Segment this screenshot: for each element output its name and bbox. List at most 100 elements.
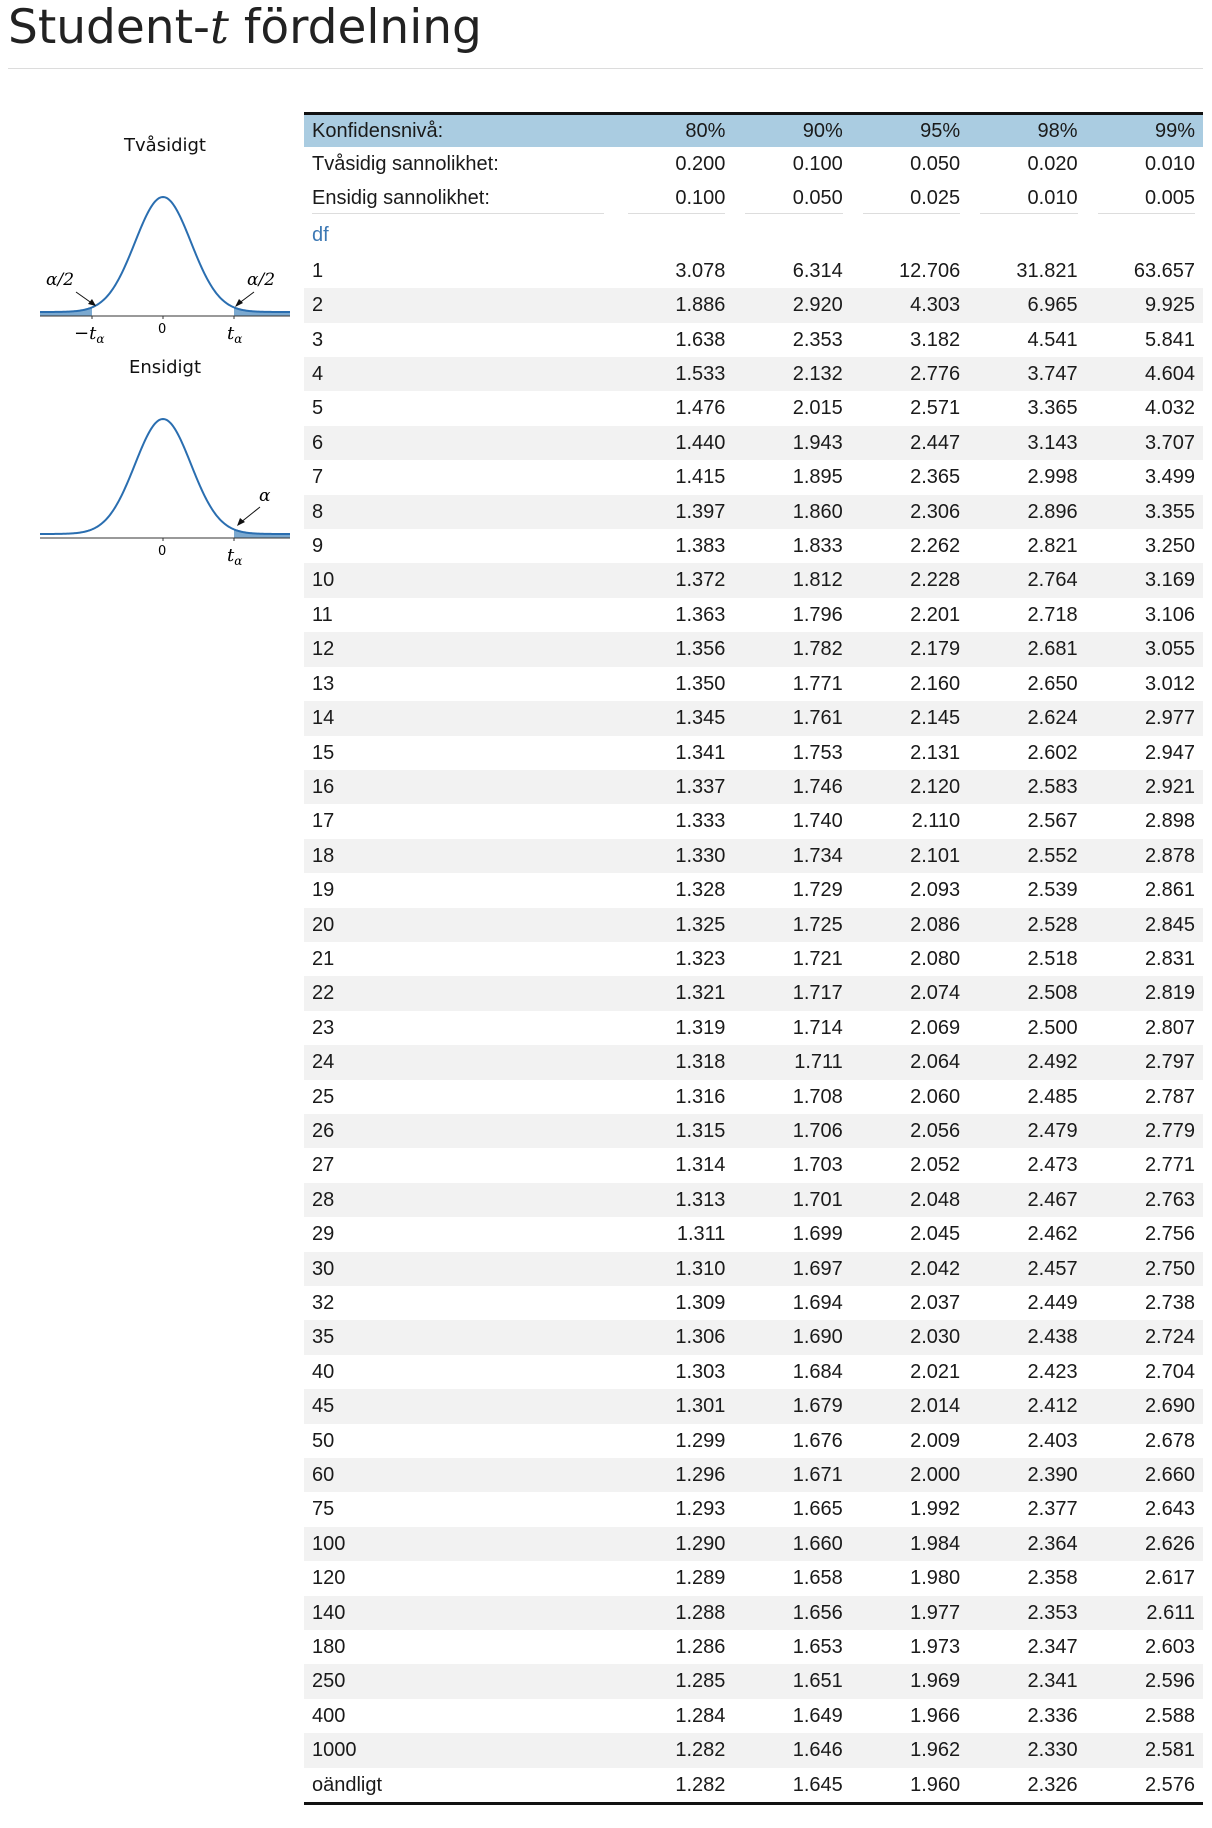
critical-value-cell: 2.045 <box>850 1217 969 1252</box>
critical-value-cell: 1.313 <box>616 1182 734 1218</box>
critical-value-cell: 2.878 <box>1085 838 1203 874</box>
critical-value-cell: 2.069 <box>850 1010 969 1046</box>
critical-value-cell: 2.576 <box>1085 1767 1203 1806</box>
critical-value-cell: 1.345 <box>616 701 734 736</box>
critical-value-cell: 1.325 <box>616 907 734 942</box>
critical-value-cell: 2.412 <box>968 1389 1086 1424</box>
critical-value-cell: 1.706 <box>733 1113 851 1149</box>
df-cell: 29 <box>304 1217 617 1252</box>
df-cell: 50 <box>304 1423 617 1459</box>
critical-value-cell: 1.729 <box>733 873 851 908</box>
value-cell: 0.200 <box>616 147 734 182</box>
critical-value-cell: 2.347 <box>968 1630 1086 1665</box>
critical-value-cell: 2.042 <box>850 1251 969 1286</box>
critical-value-cell: 1.886 <box>616 288 734 323</box>
critical-value-cell: 1.753 <box>733 735 851 770</box>
df-cell: 28 <box>304 1182 617 1218</box>
one-sided-probability-row: Ensidig sannolikhet: 0.100 0.050 0.025 0.010… <box>304 181 1203 216</box>
critical-value-cell: 1.638 <box>616 322 734 358</box>
df-cell: 250 <box>304 1664 617 1699</box>
zero-tick-label: 0 <box>158 544 166 559</box>
title-divider <box>8 68 1203 69</box>
critical-value-cell: 2.779 <box>1085 1113 1203 1149</box>
table-row: 100 1.290 1.660 1.984 2.364 2.626 <box>304 1526 1203 1562</box>
df-cell: 11 <box>304 597 617 633</box>
value-cell: 0.010 <box>968 181 1086 216</box>
critical-value-cell: 1.310 <box>616 1251 734 1286</box>
critical-value-cell: 1.318 <box>616 1045 734 1080</box>
critical-value-cell: 1.341 <box>616 735 734 770</box>
one-sided-figure: Ensidigt α 0 tα <box>34 347 296 568</box>
right-tail-area <box>234 307 290 316</box>
value-cell: 80% <box>616 112 734 147</box>
page-title: Student-t fördelning <box>8 0 482 55</box>
critical-value-cell: 1.646 <box>733 1733 851 1768</box>
critical-value-cell: 2.771 <box>1085 1148 1203 1183</box>
table-row: 27 1.314 1.703 2.052 2.473 2.771 <box>304 1148 1203 1183</box>
critical-value-cell: 2.552 <box>968 838 1086 874</box>
table-row: 6 1.440 1.943 2.447 3.143 3.707 <box>304 425 1203 461</box>
critical-value-cell: 2.750 <box>1085 1251 1203 1286</box>
critical-value-cell: 1.725 <box>733 907 851 942</box>
critical-value-cell: 2.485 <box>968 1079 1086 1114</box>
alpha-arrow-head <box>237 518 245 526</box>
critical-value-cell: 1.746 <box>733 769 851 805</box>
critical-value-cell: 1.314 <box>616 1148 734 1183</box>
row-label: Ensidig sannolikhet: <box>304 181 617 216</box>
critical-value-cell: 1.316 <box>616 1079 734 1114</box>
critical-value-cell: 3.012 <box>1085 666 1203 702</box>
df-cell: 120 <box>304 1561 617 1596</box>
critical-value-cell: 2.977 <box>1085 701 1203 736</box>
critical-value-cell: 3.106 <box>1085 597 1203 633</box>
df-cell: 14 <box>304 701 617 736</box>
critical-value-cell: 2.643 <box>1085 1492 1203 1527</box>
critical-value-cell: 2.624 <box>968 701 1086 736</box>
table-row: 180 1.286 1.653 1.973 2.347 2.603 <box>304 1630 1203 1665</box>
table-row: 7 1.415 1.895 2.365 2.998 3.499 <box>304 460 1203 495</box>
critical-value-cell: 2.596 <box>1085 1664 1203 1699</box>
df-cell: 9 <box>304 529 617 564</box>
critical-value-cell: 1.319 <box>616 1010 734 1046</box>
df-cell: 35 <box>304 1320 617 1355</box>
critical-value-cell: 2.508 <box>968 976 1086 1011</box>
value-cell: 0.005 <box>1085 181 1203 216</box>
critical-value-cell: 2.650 <box>968 666 1086 702</box>
table-row: 75 1.293 1.665 1.992 2.377 2.643 <box>304 1492 1203 1527</box>
critical-value-cell: 1.796 <box>733 597 851 633</box>
density-curve <box>40 195 290 313</box>
df-cell: 19 <box>304 873 617 908</box>
critical-value-cell: 1.284 <box>616 1698 734 1734</box>
critical-value-cell: 2.052 <box>850 1148 969 1183</box>
critical-value-cell: 1.992 <box>850 1492 969 1527</box>
critical-value-cell: 2.086 <box>850 907 969 942</box>
critical-value-cell: 2.797 <box>1085 1045 1203 1080</box>
table-row: 120 1.289 1.658 1.980 2.358 2.617 <box>304 1561 1203 1596</box>
critical-value-cell: 2.611 <box>1085 1595 1203 1631</box>
critical-value-cell: 2.896 <box>968 494 1086 530</box>
zero-tick-label: 0 <box>158 322 166 337</box>
df-cell: 75 <box>304 1492 617 1527</box>
table-row: 14 1.345 1.761 2.145 2.624 2.977 <box>304 701 1203 736</box>
critical-value-cell: 2.756 <box>1085 1217 1203 1252</box>
df-cell: 140 <box>304 1595 617 1631</box>
table-row: 25 1.316 1.708 2.060 2.485 2.787 <box>304 1079 1203 1114</box>
table-row: 1 3.078 6.314 12.706 31.821 63.657 <box>304 253 1203 289</box>
critical-value-cell: 1.476 <box>616 391 734 426</box>
critical-value-cell: 2.602 <box>968 735 1086 770</box>
critical-value-cell: 1.328 <box>616 873 734 908</box>
critical-value-cell: 2.201 <box>850 597 969 633</box>
critical-value-cell: 2.681 <box>968 632 1086 667</box>
table-row: 10 1.372 1.812 2.228 2.764 3.169 <box>304 563 1203 598</box>
table-row: 22 1.321 1.717 2.074 2.508 2.819 <box>304 976 1203 1011</box>
critical-value-cell: 1.980 <box>850 1561 969 1596</box>
critical-value-cell: 2.998 <box>968 460 1086 495</box>
neg-t-alpha-label: −tα <box>74 323 104 346</box>
table-row: 18 1.330 1.734 2.101 2.552 2.878 <box>304 838 1203 874</box>
df-cell: 45 <box>304 1389 617 1424</box>
critical-value-cell: 2.492 <box>968 1045 1086 1080</box>
table-row: 50 1.299 1.676 2.009 2.403 2.678 <box>304 1423 1203 1459</box>
critical-value-cell: 1.833 <box>733 529 851 564</box>
critical-value-cell: 2.819 <box>1085 976 1203 1011</box>
critical-value-cell: 2.718 <box>968 597 1086 633</box>
critical-value-cell: 3.747 <box>968 357 1086 392</box>
